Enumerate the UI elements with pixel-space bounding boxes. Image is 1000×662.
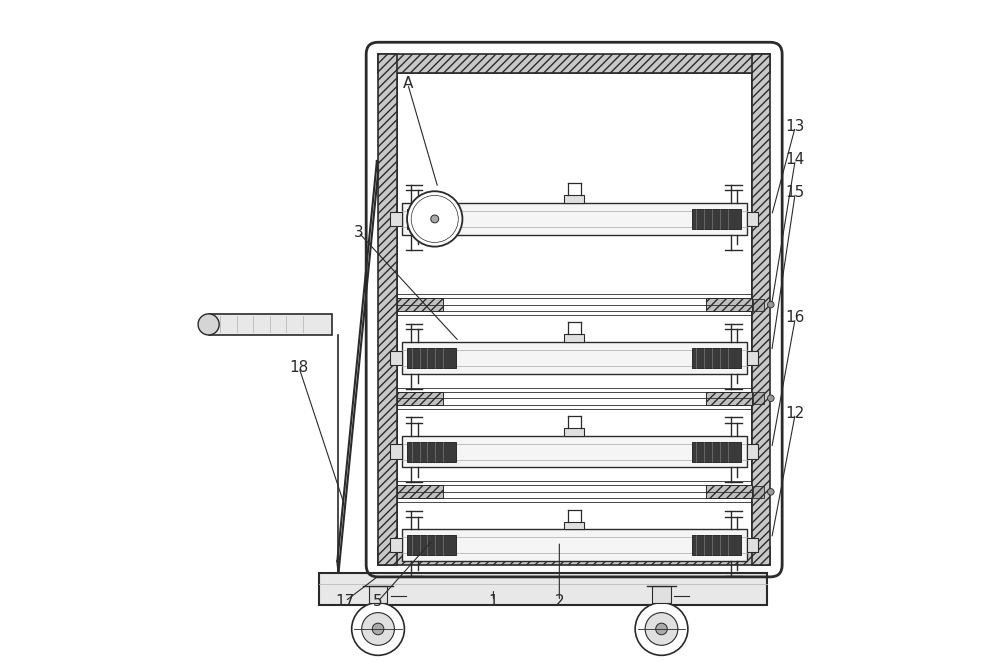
Bar	[747, 212, 758, 226]
Text: 2: 2	[555, 594, 564, 609]
Text: 13: 13	[786, 119, 805, 134]
Circle shape	[198, 314, 219, 335]
Bar	[402, 436, 747, 467]
Bar	[402, 342, 747, 374]
Circle shape	[645, 612, 678, 645]
Text: 16: 16	[786, 310, 805, 325]
Text: 12: 12	[786, 406, 805, 421]
Circle shape	[431, 215, 439, 223]
Bar	[378, 54, 397, 565]
Bar	[390, 212, 402, 226]
Bar	[209, 314, 332, 335]
Bar	[747, 444, 758, 459]
Bar	[692, 209, 741, 229]
Bar	[402, 203, 747, 235]
Bar	[706, 392, 752, 405]
Bar	[753, 299, 764, 310]
Circle shape	[407, 191, 462, 247]
Bar	[402, 530, 747, 561]
Text: 5: 5	[373, 594, 383, 609]
Text: 14: 14	[786, 152, 805, 167]
Bar	[397, 73, 752, 547]
Text: 15: 15	[786, 185, 805, 200]
Bar	[753, 486, 764, 498]
Text: 17: 17	[335, 594, 355, 609]
Text: 18: 18	[289, 359, 309, 375]
Bar	[319, 573, 767, 604]
Bar	[407, 209, 456, 229]
Circle shape	[362, 612, 394, 645]
Circle shape	[768, 395, 774, 402]
Circle shape	[768, 301, 774, 308]
Bar	[397, 392, 443, 405]
Bar	[378, 547, 770, 565]
Bar	[369, 586, 387, 602]
Text: 1: 1	[489, 594, 498, 609]
Bar	[564, 334, 584, 342]
Bar	[407, 348, 456, 368]
Bar	[564, 195, 584, 203]
Circle shape	[656, 623, 667, 635]
Bar	[407, 536, 456, 555]
Bar	[564, 522, 584, 530]
Bar	[692, 442, 741, 461]
Bar	[752, 54, 770, 565]
Bar	[378, 54, 770, 73]
Bar	[407, 442, 456, 461]
Bar	[397, 485, 443, 498]
Bar	[692, 536, 741, 555]
Bar	[390, 351, 402, 365]
Circle shape	[372, 623, 384, 635]
Bar	[747, 351, 758, 365]
Bar	[753, 393, 764, 404]
Bar	[706, 485, 752, 498]
Circle shape	[635, 602, 688, 655]
Text: A: A	[403, 76, 413, 91]
Circle shape	[768, 489, 774, 495]
Bar	[390, 538, 402, 553]
Bar	[652, 586, 671, 602]
Bar	[390, 444, 402, 459]
Circle shape	[352, 602, 404, 655]
Bar	[564, 428, 584, 436]
Bar	[397, 298, 443, 311]
Bar	[706, 298, 752, 311]
Bar	[747, 538, 758, 553]
Bar	[692, 348, 741, 368]
Text: 3: 3	[353, 224, 363, 240]
